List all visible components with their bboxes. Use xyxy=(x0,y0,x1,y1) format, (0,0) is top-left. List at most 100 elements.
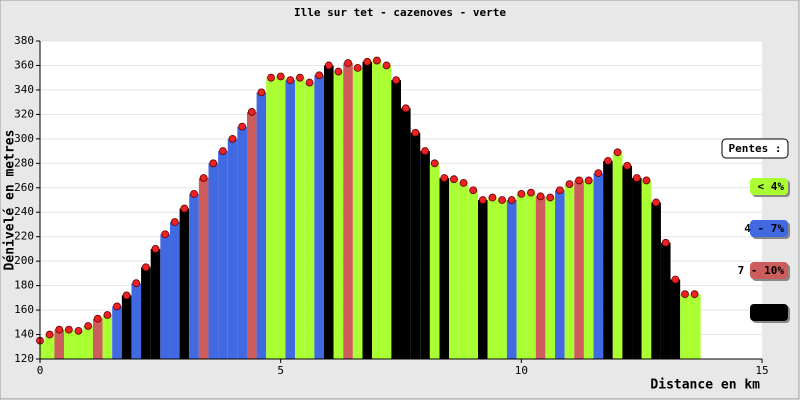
slope-strip xyxy=(670,279,681,359)
point-marker xyxy=(575,176,583,185)
point-marker xyxy=(170,218,179,226)
point-marker xyxy=(613,148,622,157)
slope-strip xyxy=(641,180,652,359)
slope-strip xyxy=(40,340,45,359)
point-marker xyxy=(199,174,208,182)
slope-strip xyxy=(372,60,382,360)
slope-strip xyxy=(92,318,103,359)
slope-strip xyxy=(208,163,219,359)
slope-strip xyxy=(429,163,440,359)
y-tick-label: 320 xyxy=(14,107,34,120)
point-marker xyxy=(527,188,535,197)
slope-strip xyxy=(564,184,575,359)
slope-strip xyxy=(526,192,536,359)
point-marker xyxy=(459,178,468,187)
slope-strip xyxy=(593,173,604,359)
slope-strip xyxy=(622,165,633,359)
point-marker xyxy=(64,325,73,334)
point-marker xyxy=(517,189,526,198)
slope-strip xyxy=(160,234,170,359)
slope-strip xyxy=(218,151,228,359)
slope-strip xyxy=(381,65,392,359)
point-marker xyxy=(546,193,555,202)
y-tick-label: 240 xyxy=(14,205,34,218)
slope-strip xyxy=(169,222,180,359)
point-marker xyxy=(55,325,64,334)
point-marker xyxy=(584,176,593,185)
slope-strip xyxy=(121,295,132,359)
slope-strip xyxy=(237,126,247,359)
point-marker xyxy=(219,147,227,155)
slope-strip xyxy=(189,193,199,359)
point-marker xyxy=(478,196,487,204)
point-marker xyxy=(642,176,651,185)
slope-strip xyxy=(352,67,363,360)
point-marker xyxy=(382,61,391,70)
point-marker xyxy=(450,175,458,184)
slope-strip xyxy=(660,242,671,359)
slope-strip xyxy=(333,71,344,360)
slope-strip xyxy=(227,138,238,359)
chart-title: Ille sur tet - cazenoves - verte xyxy=(294,6,506,19)
slope-strip xyxy=(275,76,286,359)
slope-strip xyxy=(295,77,305,359)
point-marker xyxy=(353,64,362,72)
point-marker xyxy=(565,180,574,189)
point-marker xyxy=(334,67,343,76)
point-marker xyxy=(421,147,429,155)
slope-strip xyxy=(449,179,459,359)
slope-strip xyxy=(545,197,556,359)
y-tick-label: 180 xyxy=(14,279,34,292)
point-marker xyxy=(440,174,449,182)
y-tick-label: 340 xyxy=(14,83,34,96)
point-marker xyxy=(498,196,506,204)
slope-strip xyxy=(246,111,257,359)
point-marker xyxy=(305,78,314,87)
slope-strip xyxy=(44,334,55,359)
slope-strip xyxy=(612,152,623,359)
slope-strip xyxy=(478,200,488,359)
y-tick-label: 200 xyxy=(14,254,34,267)
slope-strip xyxy=(458,182,469,359)
slope-strip xyxy=(680,294,690,359)
slope-strip xyxy=(516,193,527,359)
point-marker xyxy=(363,57,372,66)
strips xyxy=(40,60,701,360)
y-tick-label: 160 xyxy=(14,303,34,316)
legend: Pentes : < 4% 4 - 7% 7 - 10% > 10% xyxy=(721,138,790,323)
slope-strip xyxy=(401,108,411,360)
point-marker xyxy=(652,198,661,207)
point-marker xyxy=(228,134,237,143)
point-marker xyxy=(180,204,189,213)
slope-strip xyxy=(583,180,594,359)
point-marker xyxy=(161,230,170,239)
point-marker xyxy=(681,290,689,299)
point-marker xyxy=(594,169,603,177)
slope-strip xyxy=(150,248,161,359)
y-tick-label: 260 xyxy=(14,181,34,194)
slope-strip xyxy=(112,306,122,359)
legend-swatch xyxy=(750,262,788,279)
point-marker xyxy=(632,174,641,182)
point-marker xyxy=(267,73,275,82)
slope-strip xyxy=(468,190,479,359)
slope-strip xyxy=(420,151,430,359)
slope-strip xyxy=(285,80,296,359)
slope-strip xyxy=(266,77,276,359)
slope-strip xyxy=(506,200,517,359)
point-marker xyxy=(151,245,160,253)
point-marker xyxy=(401,104,410,113)
x-tick-label: 10 xyxy=(515,364,528,377)
y-tick-label: 300 xyxy=(14,132,34,145)
point-marker xyxy=(373,56,381,65)
point-marker xyxy=(392,76,401,85)
point-marker xyxy=(324,61,333,70)
point-marker xyxy=(555,186,564,195)
slope-strip xyxy=(304,82,315,359)
point-marker xyxy=(45,330,54,339)
slope-strip xyxy=(73,330,84,359)
point-marker xyxy=(84,322,93,330)
y-axis-label: Dénivelé en metres xyxy=(3,130,18,271)
slope-strip xyxy=(64,329,74,359)
point-marker xyxy=(74,326,83,335)
